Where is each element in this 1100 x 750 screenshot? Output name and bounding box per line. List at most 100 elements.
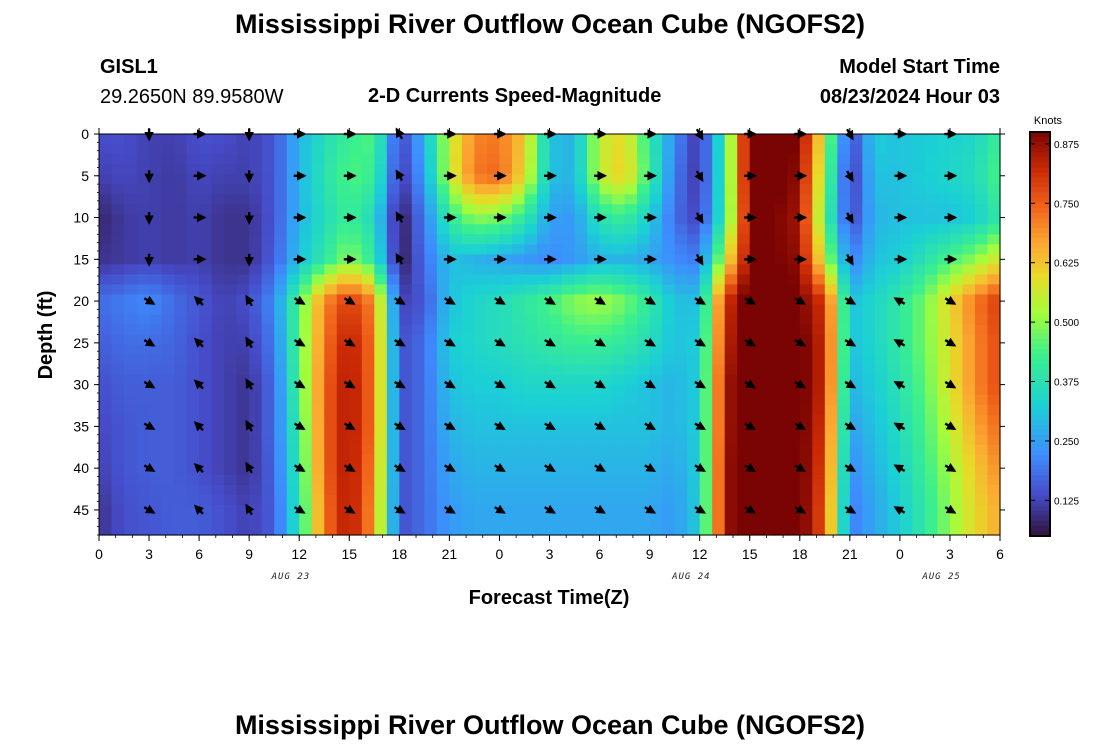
heatmap-cell — [349, 204, 363, 215]
heatmap-cell — [99, 144, 113, 155]
heatmap-cell — [486, 524, 501, 536]
heatmap-cell — [186, 394, 200, 406]
heatmap-cell — [899, 324, 913, 336]
heatmap-cell — [374, 174, 388, 185]
heatmap-cell — [937, 284, 951, 296]
heatmap-cell — [724, 444, 738, 456]
heatmap-cell — [724, 224, 738, 235]
heatmap-cell — [774, 174, 788, 185]
heatmap-cell — [424, 234, 438, 245]
heatmap-cell — [774, 524, 788, 536]
heatmap-cell — [962, 504, 976, 516]
heatmap-cell — [724, 154, 738, 165]
heatmap-cell — [637, 214, 651, 225]
heatmap-cell — [286, 404, 300, 416]
colorbar-segment — [1030, 470, 1050, 476]
heatmap-cell — [486, 404, 501, 416]
heatmap-cell — [224, 184, 238, 195]
heatmap-cell — [499, 394, 513, 406]
heatmap-cell — [174, 264, 188, 275]
heatmap-cell — [474, 314, 488, 326]
heatmap-cell — [837, 254, 851, 265]
heatmap-cell — [361, 514, 375, 526]
heatmap-cell — [161, 374, 175, 386]
heatmap-cell — [524, 174, 538, 185]
heatmap-cell — [461, 204, 476, 215]
heatmap-cell — [349, 474, 363, 486]
heatmap-cell — [599, 454, 613, 466]
heatmap-cell — [324, 274, 338, 285]
heatmap-cell — [649, 354, 663, 366]
heatmap-cell — [124, 154, 138, 165]
heatmap-cell — [924, 374, 939, 386]
heatmap-cell — [474, 444, 488, 456]
heatmap-cell — [361, 354, 375, 366]
heatmap-cell — [249, 274, 263, 285]
heatmap-cell — [461, 484, 476, 496]
heatmap-cell — [974, 424, 989, 436]
heatmap-cell — [762, 484, 776, 496]
heatmap-cell — [662, 154, 676, 165]
heatmap-cell — [349, 144, 363, 155]
heatmap-cell — [299, 364, 313, 376]
current-arrow — [343, 421, 356, 431]
heatmap-cell — [562, 394, 576, 406]
heatmap-cell — [612, 164, 626, 175]
heatmap-cell — [236, 454, 250, 466]
heatmap-cell — [249, 404, 263, 416]
heatmap-cell — [724, 194, 738, 205]
heatmap-cell — [974, 334, 989, 346]
heatmap-cell — [411, 194, 425, 205]
heatmap-cell — [511, 454, 526, 466]
heatmap-cell — [987, 234, 1001, 245]
heatmap-cell — [511, 524, 526, 536]
heatmap-cell — [136, 324, 150, 336]
heatmap-cell — [862, 134, 876, 145]
heatmap-cell — [849, 514, 863, 526]
heatmap-cell — [699, 234, 713, 245]
heatmap-cell — [899, 444, 913, 456]
heatmap-cell — [849, 404, 863, 416]
heatmap-cell — [124, 364, 138, 376]
heatmap-cell — [149, 454, 163, 466]
heatmap-cell — [461, 464, 476, 476]
heatmap-cell — [737, 344, 751, 356]
heatmap-cell — [712, 464, 726, 476]
heatmap-cell — [962, 384, 976, 396]
heatmap-cell — [637, 504, 651, 516]
heatmap-cell — [837, 354, 851, 366]
heatmap-cell — [374, 454, 388, 466]
heatmap-cell — [899, 364, 913, 376]
heatmap-cell — [824, 464, 838, 476]
heatmap-cell — [712, 324, 726, 336]
heatmap-cell — [136, 494, 150, 506]
heatmap-cell — [687, 354, 701, 366]
heatmap-cell — [486, 344, 501, 356]
heatmap-cell — [549, 264, 563, 275]
heatmap-cell — [624, 394, 638, 406]
heatmap-cell — [662, 374, 676, 386]
heatmap-cell — [962, 264, 976, 275]
heatmap-cell — [136, 274, 150, 285]
heatmap-cell — [461, 334, 476, 346]
heatmap-cell — [799, 264, 813, 275]
heatmap-cell — [486, 394, 501, 406]
heatmap-cell — [161, 244, 175, 255]
heatmap-cell — [449, 484, 463, 496]
station-id: GISL1 — [100, 56, 158, 78]
heatmap-cell — [524, 494, 538, 506]
heatmap-cell — [186, 254, 200, 265]
heatmap-cell — [124, 384, 138, 396]
heatmap-cell — [124, 424, 138, 436]
heatmap-cell — [211, 494, 225, 506]
heatmap-cell — [311, 164, 325, 175]
heatmap-cell — [236, 174, 250, 185]
heatmap-cell — [474, 304, 488, 316]
heatmap-cell — [949, 474, 964, 486]
heatmap-cell — [286, 144, 300, 155]
heatmap-cell — [637, 494, 651, 506]
heatmap-cell — [862, 494, 876, 506]
current-arrow — [944, 337, 957, 347]
heatmap-cell — [524, 134, 538, 145]
heatmap-cell — [436, 174, 450, 185]
